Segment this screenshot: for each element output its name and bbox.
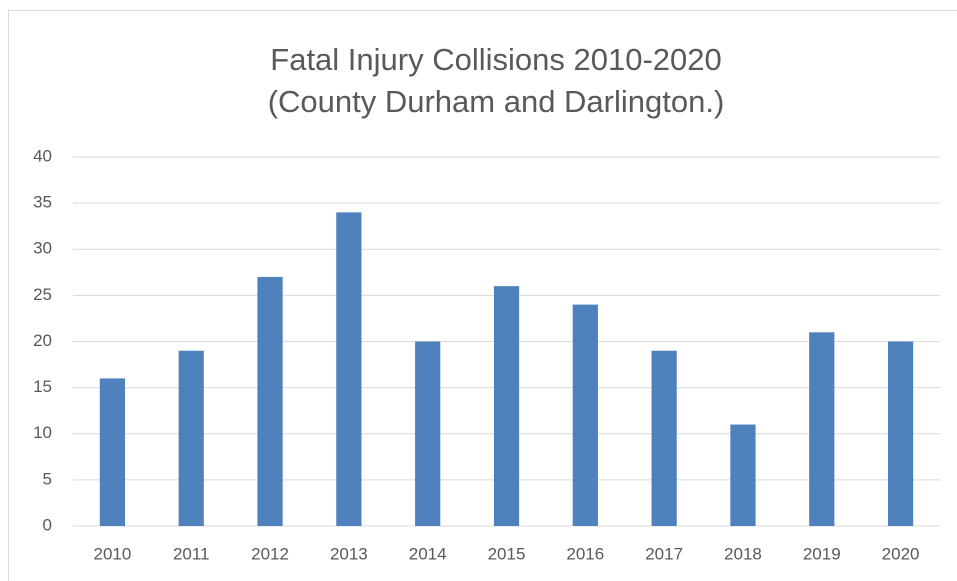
bar: [572, 304, 598, 526]
bar: [415, 341, 441, 526]
x-tick-label: 2012: [251, 544, 289, 563]
bar: [651, 350, 677, 526]
x-tick-label: 2016: [566, 544, 604, 563]
y-tick-label: 20: [33, 331, 52, 350]
x-tick-label: 2020: [882, 544, 920, 563]
x-tick-label: 2019: [803, 544, 841, 563]
bar: [257, 276, 283, 526]
bar: [99, 378, 126, 526]
y-tick-label: 25: [33, 285, 52, 304]
chart-title: (County Durham and Darlington.): [268, 84, 725, 119]
x-tick-label: 2011: [173, 544, 210, 563]
x-tick-label: 2018: [724, 544, 762, 563]
x-tick-label: 2014: [409, 544, 447, 563]
y-tick-label: 5: [43, 469, 52, 488]
y-tick-label: 0: [43, 515, 52, 534]
y-tick-label: 30: [33, 239, 52, 258]
x-tick-label: 2015: [488, 544, 526, 563]
bar: [493, 286, 520, 526]
y-tick-label: 40: [33, 146, 52, 165]
y-tick-label: 15: [33, 377, 52, 396]
x-tick-label: 2017: [645, 544, 683, 563]
bar: [887, 341, 914, 526]
bar: [178, 350, 204, 526]
chart-border: [8, 10, 957, 581]
x-tick-label: 2013: [330, 544, 368, 563]
x-tick-label: 2010: [93, 544, 131, 563]
y-tick-label: 10: [33, 423, 52, 442]
bar: [336, 212, 362, 526]
bar: [809, 332, 835, 526]
bar: [730, 424, 756, 526]
y-tick-label: 35: [33, 193, 52, 212]
chart-title: Fatal Injury Collisions 2010-2020: [270, 42, 721, 77]
